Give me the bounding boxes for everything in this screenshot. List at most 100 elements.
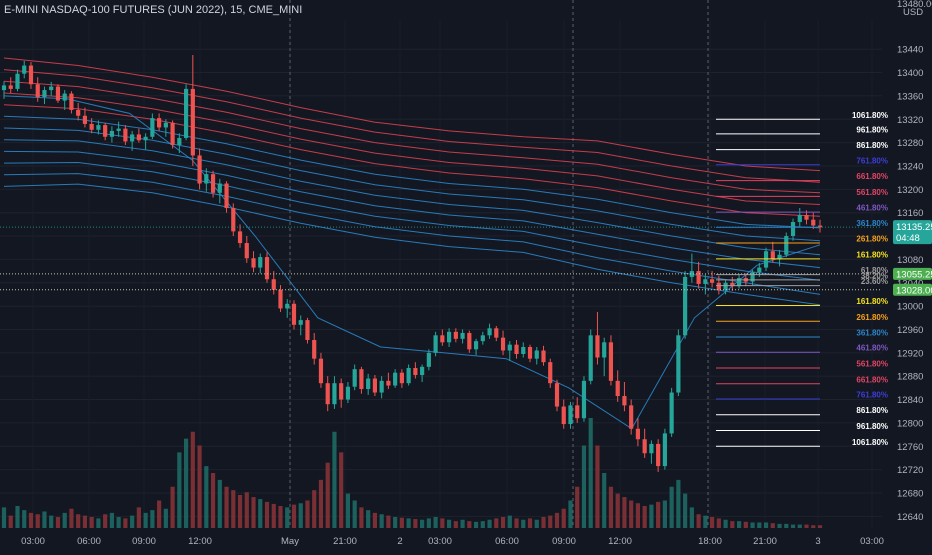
candle-body[interactable] [683,276,688,336]
candle-body[interactable] [669,392,674,434]
candle-body[interactable] [345,386,351,400]
candle-body[interactable] [35,84,40,98]
candle-body[interactable] [123,128,128,142]
candle-body[interactable] [237,231,243,244]
candle-body[interactable] [325,383,330,405]
candle-body[interactable] [305,320,310,340]
candle-body[interactable] [143,136,148,141]
candle-body[interactable] [770,251,775,260]
candle-body[interactable] [157,118,162,128]
candle-body[interactable] [406,368,411,384]
candle-body[interactable] [595,335,600,358]
candle-body[interactable] [494,328,499,338]
candle-body[interactable] [703,279,708,284]
candle-body[interactable] [440,335,445,343]
price-axis[interactable]: 13440 13400 13360 13320 13280 13240 13200 13160… [897,0,932,523]
candle-body[interactable] [231,208,236,232]
candle-body[interactable] [55,86,61,101]
candle-body[interactable] [62,93,67,101]
candle-body[interactable] [420,366,425,376]
candle-body[interactable] [548,362,553,384]
candle-body[interactable] [197,155,202,184]
candle-body[interactable] [136,134,141,141]
candle-body[interactable] [291,303,297,325]
candle-body[interactable] [716,282,721,290]
candle-body[interactable] [777,254,782,260]
candle-body[interactable] [763,251,769,268]
candle-body[interactable] [49,86,54,91]
candlestick-series[interactable] [1,55,823,472]
candle-body[interactable] [588,335,593,381]
candle-body[interactable] [42,90,47,98]
candle-body[interactable] [480,335,485,342]
candle-body[interactable] [372,378,377,393]
candle-body[interactable] [575,405,580,419]
candle-body[interactable] [69,93,74,110]
candle-body[interactable] [730,282,735,287]
candle-body[interactable] [204,174,209,184]
candle-body[interactable] [811,219,816,226]
candle-body[interactable] [264,257,270,280]
candle-body[interactable] [790,222,796,237]
candle-body[interactable] [285,303,290,309]
candle-body[interactable] [514,344,519,354]
candle-body[interactable] [386,380,391,386]
candle-body[interactable] [359,369,364,390]
candle-body[interactable] [15,73,20,89]
candle-body[interactable] [534,350,539,359]
candle-body[interactable] [177,137,182,145]
candle-body[interactable] [561,406,566,425]
candle-body[interactable] [804,215,809,220]
candle-body[interactable] [312,339,317,359]
candle-body[interactable] [608,342,614,381]
candle-body[interactable] [379,380,384,393]
candle-body[interactable] [1,85,7,91]
candle-body[interactable] [568,405,573,425]
candle-body[interactable] [649,443,654,454]
candle-body[interactable] [109,130,114,137]
fibonacci-levels[interactable]: 1061.80% 961.80% 861.80% 761.80% 661.80% 561.… [716,111,888,447]
candle-body[interactable] [696,271,701,284]
candle-body[interactable] [507,344,512,351]
candle-body[interactable] [723,282,728,290]
candle-body[interactable] [426,352,431,367]
candle-body[interactable] [22,65,27,74]
candle-body[interactable] [757,267,762,273]
candle-body[interactable] [689,271,694,277]
candle-body[interactable] [271,279,276,290]
candle-body[interactable] [393,372,398,386]
candle-body[interactable] [130,134,135,142]
candle-body[interactable] [96,125,101,130]
candle-body[interactable] [103,125,108,137]
candle-body[interactable] [635,428,641,440]
candle-body[interactable] [399,372,404,384]
candle-body[interactable] [642,439,647,454]
candle-body[interactable] [460,332,465,339]
candle-body[interactable] [8,85,13,89]
candle-body[interactable] [190,88,195,156]
candle-body[interactable] [447,331,452,343]
candle-body[interactable] [210,174,216,193]
candle-body[interactable] [710,279,715,283]
candle-body[interactable] [339,383,344,400]
candle-body[interactable] [183,88,189,138]
candle-body[interactable] [163,122,168,128]
candle-body[interactable] [676,335,681,393]
candle-body[interactable] [89,123,94,130]
candle-body[interactable] [602,342,607,358]
candle-body[interactable] [662,433,667,467]
candle-body[interactable] [413,368,418,376]
candle-body[interactable] [784,236,789,255]
candle-body[interactable] [82,115,88,124]
candle-body[interactable] [433,335,438,353]
candle-body[interactable] [298,320,303,325]
candle-body[interactable] [541,350,546,363]
candle-body[interactable] [736,278,742,287]
candle-body[interactable] [615,380,620,397]
candle-body[interactable] [622,396,627,406]
candle-body[interactable] [487,328,492,336]
candle-body[interactable] [224,183,229,209]
candle-body[interactable] [217,183,222,193]
candle-body[interactable] [467,332,472,350]
